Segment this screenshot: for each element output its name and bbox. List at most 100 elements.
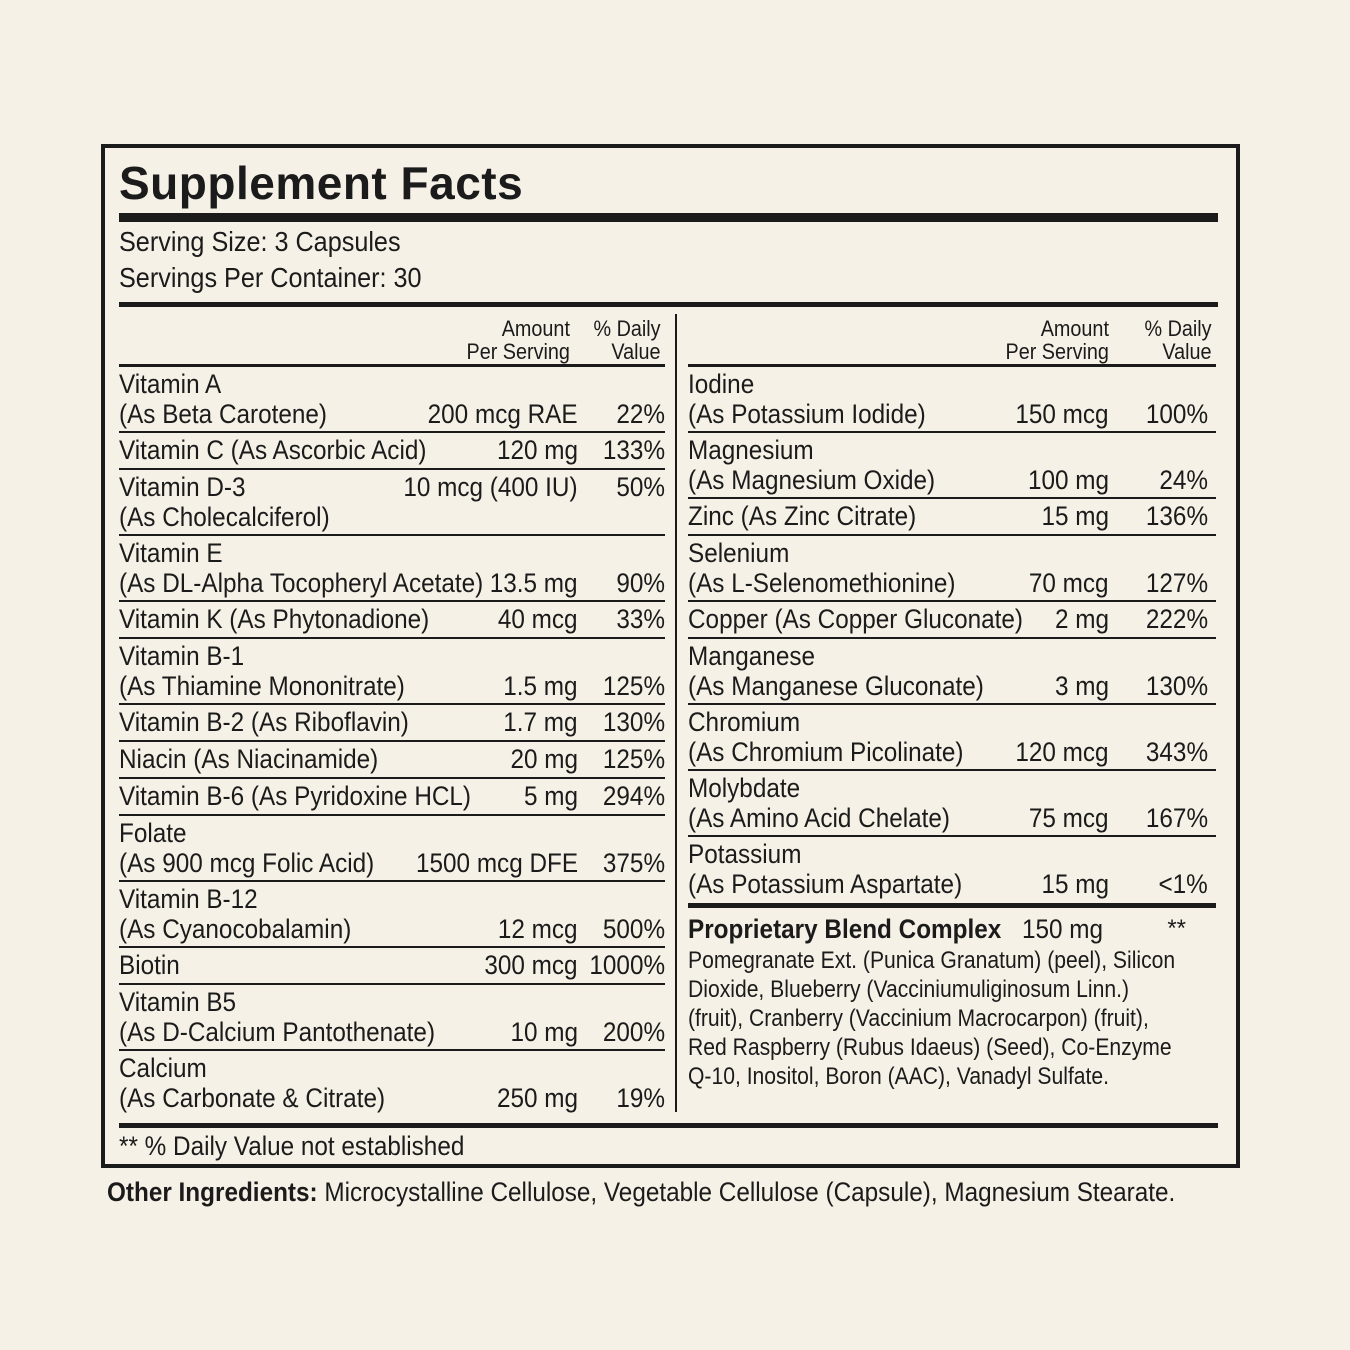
amount-per-serving: 250 mg bbox=[496, 1083, 578, 1113]
nutrient-name: Copper (As Copper Gluconate) bbox=[688, 604, 1023, 634]
nutrient-name: Selenium (As L-Selenomethionine) bbox=[688, 538, 956, 598]
nutrient-name: Vitamin E (As DL-Alpha Tocopheryl Acetate… bbox=[119, 538, 484, 598]
nutrient-name: Folate (As 900 mcg Folic Acid) bbox=[119, 818, 375, 878]
nutrient-name: Vitamin C (As Ascorbic Acid) bbox=[119, 435, 427, 465]
daily-value: 125% bbox=[602, 671, 665, 701]
table-row: Vitamin B5 (As D-Calcium Pantothenate) 10 … bbox=[119, 985, 665, 1051]
nutrient-name: Potassium (As Potassium Aspartate) bbox=[688, 839, 963, 899]
nutrient-name: Vitamin D-3 (As Cholecalciferol) bbox=[119, 472, 330, 532]
nutrient-name: Vitamin A (As Beta Carotene) bbox=[119, 369, 327, 429]
left-column-header: Amount Per Serving % Daily Value bbox=[119, 311, 665, 367]
daily-value: 375% bbox=[602, 848, 665, 878]
daily-value: 130% bbox=[1145, 671, 1208, 701]
daily-value: 294% bbox=[602, 781, 665, 811]
supplement-facts-panel: Supplement Facts Serving Size: 3 Capsule… bbox=[101, 144, 1240, 1168]
amount-per-serving: 2 mg bbox=[1054, 604, 1109, 634]
daily-value: 22% bbox=[616, 399, 665, 429]
daily-value: 90% bbox=[616, 568, 665, 598]
nutrient-name: Chromium (As Chromium Picolinate) bbox=[688, 707, 964, 767]
amount-per-serving: 120 mcg bbox=[1015, 737, 1109, 767]
daily-value: 100% bbox=[1145, 399, 1208, 429]
table-row: Manganese (As Manganese Gluconate) 3 mg 130… bbox=[688, 639, 1216, 705]
table-row: Selenium (As L-Selenomethionine) 70 mcg 127… bbox=[688, 536, 1216, 602]
other-ingredients-label: Other Ingredients: bbox=[107, 1177, 318, 1207]
nutrient-name: Molybdate (As Amino Acid Chelate) bbox=[688, 773, 951, 833]
dv-header: % Daily Value bbox=[593, 316, 661, 364]
column-divider bbox=[675, 314, 677, 1112]
nutrient-name: Magnesium (As Magnesium Oxide) bbox=[688, 435, 936, 495]
dv-header: % Daily Value bbox=[1144, 316, 1212, 364]
table-row: Iodine (As Potassium Iodide) 150 mcg 100% bbox=[688, 367, 1216, 433]
nutrient-name: Vitamin B-6 (As Pyridoxine HCL) bbox=[119, 781, 472, 811]
serving-size: Serving Size: 3 Capsules bbox=[119, 226, 401, 257]
amount-per-serving: 13.5 mg bbox=[490, 568, 578, 598]
daily-value: 24% bbox=[1159, 465, 1208, 495]
table-row: Vitamin A (As Beta Carotene) 200 mcg RAE 22… bbox=[119, 367, 665, 433]
table-row: Vitamin D-3 (As Cholecalciferol) 10 mcg (4… bbox=[119, 470, 665, 536]
nutrient-name: Vitamin B-12 (As Cyanocobalamin) bbox=[119, 884, 352, 944]
table-row: Vitamin B-6 (As Pyridoxine HCL) 5 mg 294% bbox=[119, 779, 665, 816]
amount-per-serving: 20 mg bbox=[510, 744, 578, 774]
table-row: Calcium (As Carbonate & Citrate) 250 mg 19% bbox=[119, 1051, 665, 1115]
daily-value: 500% bbox=[602, 914, 665, 944]
table-row: Potassium (As Potassium Aspartate) 15 mg <1… bbox=[688, 837, 1216, 901]
amount-per-serving: 70 mcg bbox=[1029, 568, 1109, 598]
daily-value: 133% bbox=[602, 435, 665, 465]
footnote: ** % Daily Value not established bbox=[119, 1131, 465, 1161]
amount-per-serving: 200 mcg RAE bbox=[428, 399, 578, 429]
nutrient-name: Iodine (As Potassium Iodide) bbox=[688, 369, 926, 429]
other-ingredients: Other Ingredients: Microcystalline Cellu… bbox=[107, 1177, 1175, 1208]
proprietary-blend: Proprietary Blend Complex 150 mg ** Pome… bbox=[688, 903, 1216, 1091]
daily-value: 167% bbox=[1145, 803, 1208, 833]
table-row: Molybdate (As Amino Acid Chelate) 75 mcg 16… bbox=[688, 771, 1216, 837]
blend-name: Proprietary Blend Complex bbox=[688, 914, 1002, 944]
daily-value: <1% bbox=[1158, 869, 1208, 899]
servings-per-container: Servings Per Container: 30 bbox=[119, 262, 422, 293]
amount-per-serving: 1.5 mg bbox=[503, 671, 578, 701]
thick-divider bbox=[119, 213, 1218, 222]
daily-value: 130% bbox=[602, 707, 665, 737]
table-row: Vitamin B-12 (As Cyanocobalamin) 12 mcg 500… bbox=[119, 882, 665, 948]
nutrient-name: Niacin (As Niacinamide) bbox=[119, 744, 379, 774]
amount-per-serving: 100 mg bbox=[1027, 465, 1109, 495]
left-nutrient-list: Vitamin A (As Beta Carotene) 200 mcg RAE 22… bbox=[119, 367, 665, 1115]
right-nutrient-list: Iodine (As Potassium Iodide) 150 mcg 100% Ma… bbox=[688, 367, 1216, 901]
amount-per-serving: 10 mcg (400 IU) bbox=[403, 472, 578, 502]
amount-per-serving: 15 mg bbox=[1041, 501, 1109, 531]
table-row: Chromium (As Chromium Picolinate) 120 mcg 3… bbox=[688, 705, 1216, 771]
right-column: Amount Per Serving % Daily Value Iodine (As… bbox=[688, 311, 1216, 1091]
nutrient-name: Biotin bbox=[119, 950, 180, 980]
table-row: Zinc (As Zinc Citrate) 15 mg 136% bbox=[688, 499, 1216, 536]
daily-value: 125% bbox=[602, 744, 665, 774]
blend-ingredients: Pomegranate Ext. (Punica Granatum) (peel… bbox=[688, 947, 1176, 1090]
daily-value: 33% bbox=[616, 604, 665, 634]
nutrient-name: Manganese (As Manganese Gluconate) bbox=[688, 641, 984, 701]
table-row: Copper (As Copper Gluconate) 2 mg 222% bbox=[688, 602, 1216, 639]
nutrient-name: Vitamin B-2 (As Riboflavin) bbox=[119, 707, 409, 737]
right-column-header: Amount Per Serving % Daily Value bbox=[688, 311, 1216, 367]
amount-per-serving: 120 mg bbox=[496, 435, 578, 465]
daily-value: 200% bbox=[602, 1017, 665, 1047]
amount-per-serving: 75 mcg bbox=[1029, 803, 1109, 833]
table-row: Vitamin K (As Phytonadione) 40 mcg 33% bbox=[119, 602, 665, 639]
header-divider bbox=[119, 302, 1218, 307]
table-row: Biotin 300 mcg 1000% bbox=[119, 948, 665, 985]
nutrient-name: Calcium (As Carbonate & Citrate) bbox=[119, 1053, 386, 1113]
table-row: Niacin (As Niacinamide) 20 mg 125% bbox=[119, 742, 665, 779]
nutrient-name: Vitamin B-1 (As Thiamine Mononitrate) bbox=[119, 641, 405, 701]
daily-value: 136% bbox=[1145, 501, 1208, 531]
table-row: Folate (As 900 mcg Folic Acid) 1500 mcg DF… bbox=[119, 816, 665, 882]
other-ingredients-text: Microcystalline Cellulose, Vegetable Cel… bbox=[324, 1177, 1176, 1207]
amount-per-serving: 150 mcg bbox=[1015, 399, 1109, 429]
amount-per-serving: 15 mg bbox=[1041, 869, 1109, 899]
daily-value: 19% bbox=[616, 1083, 665, 1113]
table-row: Magnesium (As Magnesium Oxide) 100 mg 24% bbox=[688, 433, 1216, 499]
footer-divider bbox=[119, 1123, 1218, 1128]
nutrient-name: Vitamin B5 (As D-Calcium Pantothenate) bbox=[119, 987, 436, 1047]
blend-daily-value: ** bbox=[1167, 915, 1186, 942]
daily-value: 127% bbox=[1145, 568, 1208, 598]
table-row: Vitamin B-1 (As Thiamine Mononitrate) 1.5 … bbox=[119, 639, 665, 705]
nutrient-name: Vitamin K (As Phytonadione) bbox=[119, 604, 430, 634]
table-row: Vitamin E (As DL-Alpha Tocopheryl Acetate… bbox=[119, 536, 665, 602]
table-row: Vitamin C (As Ascorbic Acid) 120 mg 133% bbox=[119, 433, 665, 470]
